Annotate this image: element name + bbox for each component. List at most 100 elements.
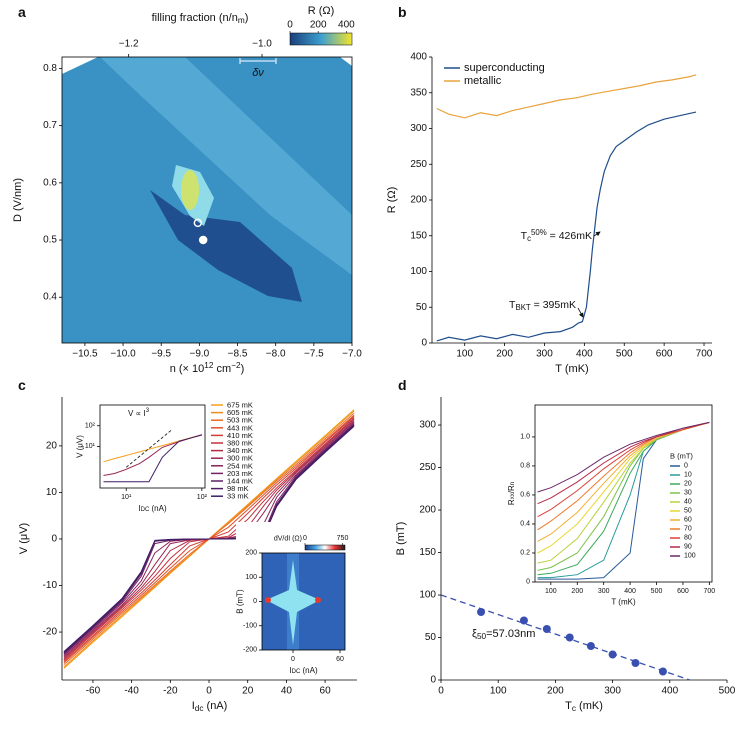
- text-part: (nA): [203, 700, 227, 712]
- colorbar-tick-label: 0: [303, 535, 307, 542]
- text-part: (nA): [149, 504, 167, 513]
- annotation: Tc50% = 426mK: [521, 228, 592, 242]
- legend-label: 30: [684, 490, 692, 497]
- series-line: [537, 421, 710, 493]
- x-tick-label: 10¹: [121, 494, 132, 501]
- point: [586, 642, 595, 651]
- main-layer: −10.5 −10.0 −9.5 −9.0 −8.5 −8.0 −7.5 −7.0 0.4 0.5…: [12, 4, 736, 713]
- text-part: (mK): [576, 700, 603, 712]
- colorbar: [304, 544, 346, 551]
- x-tick-label: 10²: [197, 494, 208, 501]
- x-tick-label: −7.0: [342, 349, 362, 360]
- y-tick-label: 250: [419, 462, 436, 473]
- colorbar-label: R (Ω): [308, 5, 335, 17]
- annotation-arrow: [577, 307, 584, 318]
- colorbar-tick-label: 400: [338, 20, 355, 31]
- text-part: = 395mK: [531, 299, 576, 311]
- legend-label: superconducting: [464, 62, 545, 74]
- x-tick-label: 400: [576, 349, 593, 360]
- legend-label: 144 mK: [227, 477, 253, 486]
- point: [631, 659, 640, 668]
- legend-label: 33 mK: [227, 492, 249, 501]
- x-tick-label: 200: [547, 686, 564, 697]
- x2-tick-label: −1.2: [119, 39, 139, 50]
- x-tick-label: 0: [438, 686, 444, 697]
- marker: [193, 218, 203, 228]
- heatmap-pocket: [150, 190, 302, 302]
- x-axis-label: Idc (nA): [192, 700, 228, 713]
- point: [658, 667, 667, 676]
- inset-background: [503, 400, 719, 600]
- text-part: cm: [213, 363, 231, 375]
- x-tick-label: 500: [616, 349, 633, 360]
- text-part: −2: [231, 361, 241, 370]
- x-tick-label: 700: [696, 349, 713, 360]
- x-tick-label: 400: [624, 588, 636, 595]
- y-tick-label: 100: [419, 590, 436, 601]
- legend-label: 410 mK: [227, 431, 253, 440]
- annotation: δν: [252, 67, 264, 79]
- x-tick-label: 0: [206, 686, 212, 697]
- heatmap-band: [100, 57, 352, 275]
- colorbar-tick-label: 200: [310, 20, 327, 31]
- x-tick-label: 60: [336, 656, 344, 663]
- text-part: filling fraction (n/n: [152, 12, 238, 24]
- text-part: dc: [195, 704, 204, 713]
- text-part: =57.03nm: [486, 628, 535, 640]
- x-tick-label: 60: [320, 686, 332, 697]
- x-tick-label: −9.0: [189, 349, 209, 360]
- heatmap-peak: [265, 597, 271, 603]
- y-tick-label: 100: [410, 266, 427, 277]
- legend-label: 60: [684, 517, 692, 524]
- y-tick-label: 0: [253, 598, 257, 605]
- legend-label: 605 mK: [227, 408, 253, 417]
- colorbar-tick-label: 0: [287, 20, 293, 31]
- x-tick-label: -60: [86, 686, 101, 697]
- series-line: [436, 111, 697, 342]
- text-part: I: [289, 666, 291, 675]
- y-tick-label: 0.6: [520, 491, 530, 498]
- x-tick-label: 40: [281, 686, 293, 697]
- x-tick-label: 20: [242, 686, 254, 697]
- annotation: ξ50=57.03nm: [472, 628, 535, 641]
- y-tick-label: 250: [410, 159, 427, 170]
- legend-label: 40: [684, 499, 692, 506]
- text-part: DC: [292, 669, 301, 675]
- text-part: DC: [141, 507, 150, 513]
- y-tick-label: 100: [245, 574, 257, 581]
- y-tick-label: 150: [410, 230, 427, 241]
- y-tick-label: 300: [419, 420, 436, 431]
- point: [519, 616, 528, 625]
- text-part: BKT: [515, 303, 530, 312]
- y-tick-label: 0.7: [43, 120, 57, 131]
- x-tick-label: -20: [163, 686, 178, 697]
- text-part: (nA): [300, 666, 318, 675]
- legend-label: 10: [684, 472, 692, 479]
- text-part: V ∝ I: [128, 409, 146, 418]
- y-tick-label: -20: [43, 627, 58, 638]
- text-part: = 426mK: [547, 230, 592, 242]
- x-tick-label: 600: [677, 588, 689, 595]
- x-tick-label: 100: [545, 588, 557, 595]
- x-tick-label: 100: [490, 686, 507, 697]
- x-tick-label: −10.0: [110, 349, 136, 360]
- text-part: T: [521, 230, 528, 242]
- y-axis-label: R (Ω): [386, 187, 398, 214]
- plot-frame: [61, 56, 353, 344]
- y-tick-label: 10¹: [85, 443, 96, 450]
- y-axis-label: Rxx/Rn: [507, 482, 516, 505]
- x-tick-label: 0: [291, 656, 295, 663]
- x2-tick-label: −1.0: [252, 39, 272, 50]
- y-tick-label: 0.2: [520, 549, 530, 556]
- text-part: c: [527, 234, 531, 243]
- text-part: ξ: [472, 628, 477, 640]
- heatmap-a-image: [62, 57, 352, 343]
- y-tick-label: 0.6: [43, 177, 57, 188]
- text-part: I: [138, 504, 140, 513]
- series-line: [537, 421, 710, 518]
- series-line: [63, 425, 355, 652]
- y-tick-label: 350: [410, 87, 427, 98]
- x-axis-label: n (× 1012 cm−2): [170, 361, 245, 375]
- x-tick-label: −8.0: [266, 349, 286, 360]
